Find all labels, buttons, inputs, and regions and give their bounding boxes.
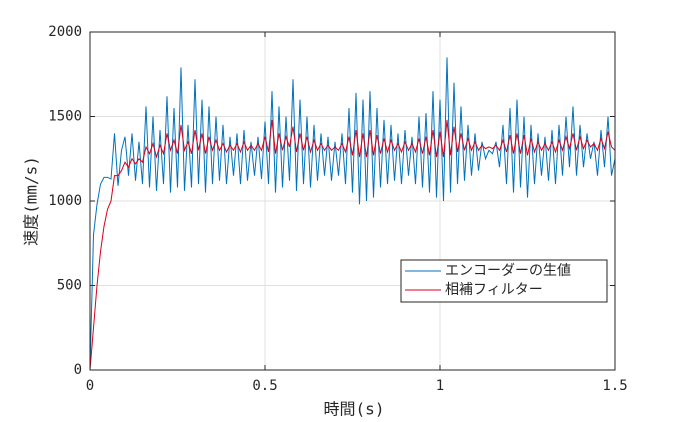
y-tick-label: 1500 (48, 109, 82, 125)
y-tick-label: 0 (74, 362, 82, 378)
legend-box (400, 259, 608, 303)
y-tick-label: 500 (57, 278, 82, 294)
x-axis-label: 時間(s) (324, 400, 385, 419)
x-tick-label: 0 (86, 378, 94, 394)
y-tick-label: 2000 (48, 24, 82, 40)
y-axis-label: 速度(mm/s) (22, 156, 41, 246)
axes-box (89, 31, 616, 371)
x-tick-label: 1 (436, 378, 444, 394)
x-tick-label: 1.5 (602, 378, 627, 394)
data-line (89, 119, 616, 371)
y-tick-label: 1000 (48, 193, 82, 209)
x-tick-label: 0.5 (252, 378, 277, 394)
data-line (89, 57, 616, 371)
legend-label: エンコーダーの生値 (445, 263, 571, 279)
legend-label: 相補フィルター (445, 282, 543, 298)
